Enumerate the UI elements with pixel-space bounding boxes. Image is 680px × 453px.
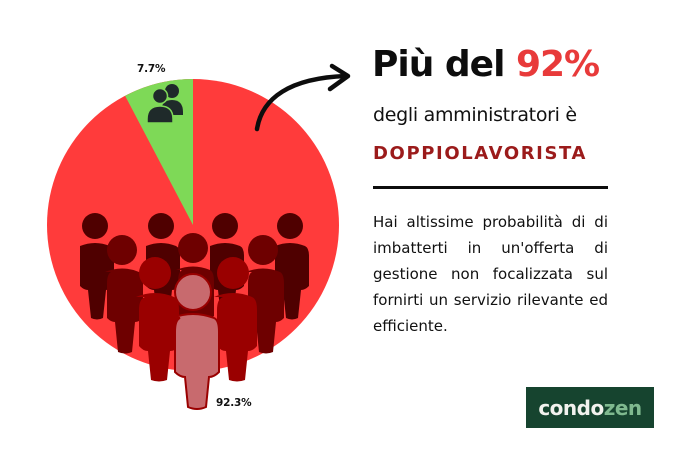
arrow-icon <box>254 63 351 132</box>
body-text: Hai altissime probabilità di di imbatter… <box>373 213 608 335</box>
headline: Più del 92% <box>372 44 600 85</box>
small-slice-label: 7.7% <box>137 63 166 75</box>
emphasis-text: DOPPIOLAVORISTA <box>373 143 588 164</box>
pie-slice-small <box>125 79 193 225</box>
crowd-icon <box>80 213 309 410</box>
people-icon <box>146 84 183 124</box>
headline-prefix: Più del <box>372 44 516 85</box>
subline: degli amministratori è <box>373 104 577 126</box>
large-slice-label: 92.3% <box>216 397 252 409</box>
logo-part-2: zen <box>603 395 642 420</box>
condozen-logo: condo zen <box>526 387 654 428</box>
logo-part-1: condo <box>538 395 604 420</box>
headline-highlight: 92% <box>515 44 600 85</box>
divider <box>373 186 608 189</box>
